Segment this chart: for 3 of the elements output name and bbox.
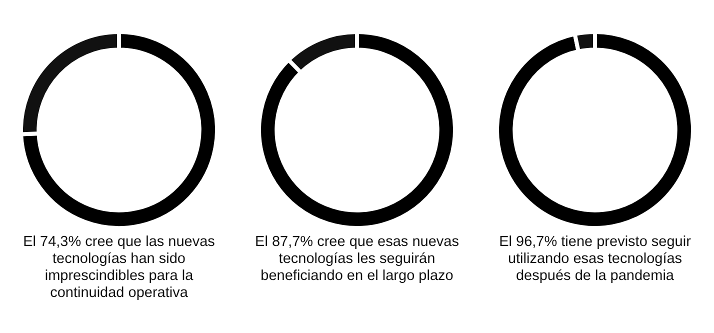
text: El 87,7% cree que esas nuevas tecnologías les seguirán beneficiando en el largo plazo <box>254 234 460 285</box>
text: El 74,3% cree que las nuevas tecnologías han sido imprescindibles para la continuidad operativa <box>22 234 216 302</box>
text: El 96,7% tiene previsto seguir utilizando esas tecnologías después de la pandemia <box>498 234 692 285</box>
